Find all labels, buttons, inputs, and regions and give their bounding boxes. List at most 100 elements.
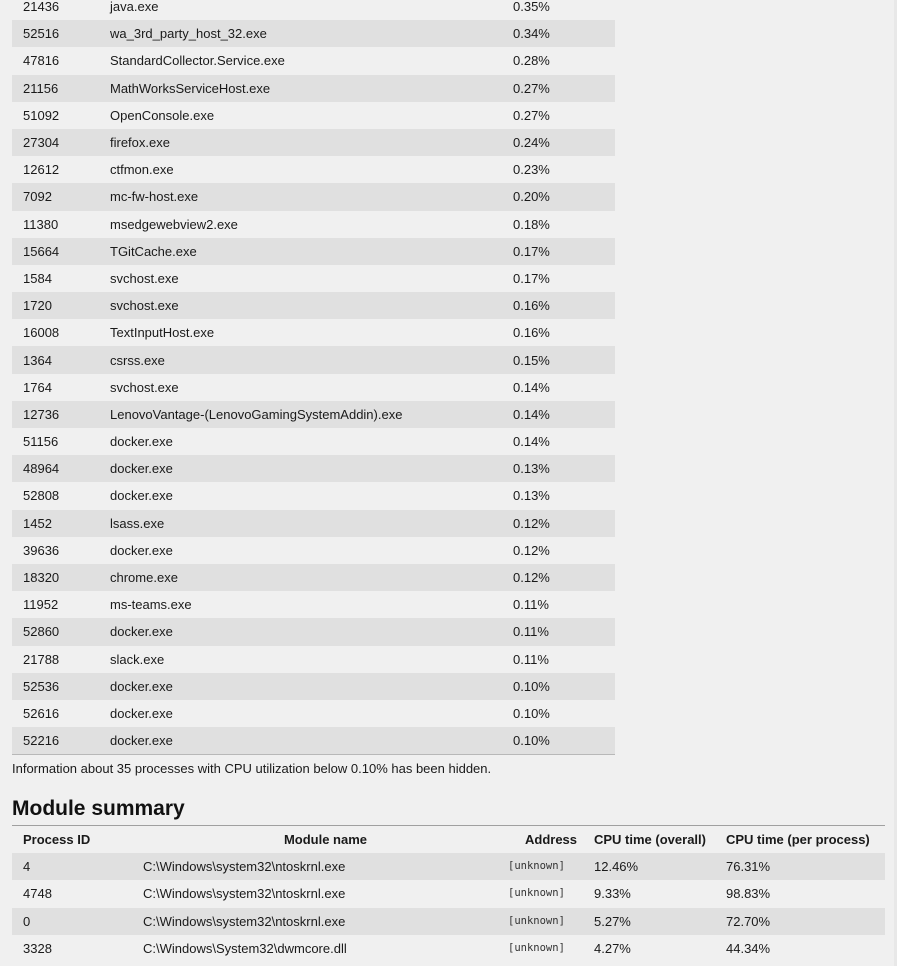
process-name-cell: svchost.exe [110,379,179,395]
cpu-usage-cell: 0.10% [513,678,550,694]
cpu-usage-cell: 0.10% [513,727,615,756]
cpu-per-process-cell: 44.34% [726,941,771,957]
process-id-cell: 21436 [23,0,60,15]
process-id-cell: 16008 [23,325,60,341]
process-id-cell: 1720 [23,298,52,314]
process-id-cell: 11380 [23,216,59,232]
process-id-cell: 12612 [23,162,60,178]
process-name-cell: lsass.exe [110,515,165,531]
table-row: 21436 java.exe 0.35% [12,0,615,21]
process-cpu-table: 21436 java.exe 0.35% 52516 wa_3rd_party_host… [12,0,615,756]
cpu-usage-cell: 0.14% [513,434,550,450]
process-id-cell: 1364 [23,352,52,368]
process-id-cell: 3328 [23,941,52,957]
process-id-cell: 18320 [23,570,60,586]
table-row: 16008 TextInputHost.exe 0.16% [12,319,615,347]
process-id-cell: 39636 [23,542,60,558]
module-name-cell: C:\Windows\system32\ntoskrnl.exe [143,886,346,902]
table-row: 21788 slack.exe 0.11% [12,645,615,673]
cpu-per-process-cell: 98.83% [726,886,771,902]
process-id-cell: 27304 [23,135,60,151]
process-name-cell: slack.exe [110,651,165,667]
process-id-cell: 4 [23,859,31,875]
process-name-cell: docker.exe [110,678,173,694]
process-name-cell: TGitCache.exe [110,243,197,259]
process-id-cell: 21156 [23,80,59,96]
process-id-cell: 47816 [23,53,60,69]
table-row: 1364 csrss.exe 0.15% [12,346,615,374]
cpu-usage-cell: 0.27% [513,107,550,123]
process-name-cell: ctfmon.exe [110,162,174,178]
cpu-usage-cell: 0.12% [513,542,550,558]
process-name-cell: OpenConsole.exe [110,107,215,123]
table-row: 11380 msedgewebview2.exe 0.18% [12,210,615,238]
cpu-usage-cell: 0.16% [513,325,550,341]
table-row: 12612 ctfmon.exe 0.23% [12,156,615,184]
table-row: 1584 svchost.exe 0.17% [12,264,615,293]
section-divider [12,825,885,826]
process-id-cell: 7092 [23,189,52,205]
process-id-cell: 52536 [23,678,60,694]
process-id-cell: 1764 [23,379,52,395]
process-id-cell: 51092 [23,107,60,123]
cpu-usage-cell: 0.13% [513,488,550,504]
process-name-cell: TextInputHost.exe [110,325,215,341]
module-table-header-row: Process ID Module name Address CPU time … [12,826,885,853]
table-row: 4748 C:\Windows\system32\ntoskrnl.exe [unk… [12,880,885,908]
table-row: 52536 docker.exe 0.10% [12,672,615,700]
header-cpu-per-process: CPU time (per process) [726,832,870,847]
process-name-cell: MathWorksServiceHost.exe [110,80,271,96]
page-scrollbar[interactable] [894,0,897,966]
cpu-usage-cell: 0.14% [513,406,550,422]
table-row: 52808 docker.exe 0.13% [12,482,615,510]
table-row: 39636 docker.exe 0.12% [12,536,615,564]
process-name-cell: StandardCollector.Service.exe [110,53,285,69]
address-cell: [unknown] [508,942,565,955]
process-id-cell: 52860 [23,624,60,640]
process-id-cell: 1452 [23,515,52,531]
table-row: 1720 svchost.exe 0.16% [12,292,615,320]
module-name-cell: C:\Windows\System32\dwmcore.dll [143,941,347,957]
cpu-usage-cell: 0.12% [513,570,550,586]
table-row: 52216 docker.exe 0.10% [12,727,615,756]
process-name-cell: firefox.exe [110,135,170,151]
process-name-cell: svchost.exe [110,270,179,286]
cpu-usage-cell: 0.11% [513,597,549,613]
table-row: 48964 docker.exe 0.13% [12,455,615,483]
header-process-id: Process ID [23,832,91,847]
process-name-cell: docker.exe [110,434,173,450]
header-address: Address [524,832,578,847]
process-id-cell: 52808 [23,488,60,504]
cpu-usage-cell: 0.12% [513,515,550,531]
table-row: 52860 docker.exe 0.11% [12,618,615,646]
cpu-usage-cell: 0.16% [513,298,550,314]
cpu-per-process-cell: 72.70% [726,913,771,929]
header-cpu-overall: CPU time (overall) [594,832,706,847]
module-name-cell: C:\Windows\system32\ntoskrnl.exe [143,913,346,929]
address-cell: [unknown] [508,887,565,900]
process-name-cell: docker.exe [110,488,173,504]
table-row: 15664 TGitCache.exe 0.17% [12,237,615,265]
cpu-usage-cell: 0.18% [513,216,550,232]
cpu-overall-cell: 12.46% [594,859,639,875]
table-row: 18320 chrome.exe 0.12% [12,563,615,592]
table-row: 27304 firefox.exe 0.24% [12,128,615,157]
table-row: 4 C:\Windows\system32\ntoskrnl.exe [unknow… [12,853,885,881]
cpu-usage-cell: 0.27% [513,80,550,96]
cpu-usage-cell: 0.20% [513,189,550,205]
cpu-usage-cell: 0.11% [513,651,549,667]
process-id-cell: 21788 [23,651,60,667]
table-row: 47816 StandardCollector.Service.exe 0.28% [12,47,615,75]
process-id-cell: 52516 [23,26,60,42]
table-row: 52516 wa_3rd_party_host_32.exe 0.34% [12,20,615,48]
cpu-usage-cell: 0.11% [513,624,549,640]
process-name-cell: csrss.exe [110,352,165,368]
module-summary-table: Process ID Module name Address CPU time … [12,826,885,963]
cpu-usage-cell: 0.14% [513,379,550,395]
table-row: 1452 lsass.exe 0.12% [12,509,615,537]
module-name-cell: C:\Windows\system32\ntoskrnl.exe [143,859,346,875]
process-id-cell: 48964 [23,461,60,477]
process-id-cell: 52216 [12,727,110,756]
table-row: 3328 C:\Windows\System32\dwmcore.dll [unkn… [12,934,885,963]
cpu-usage-cell: 0.17% [513,270,550,286]
